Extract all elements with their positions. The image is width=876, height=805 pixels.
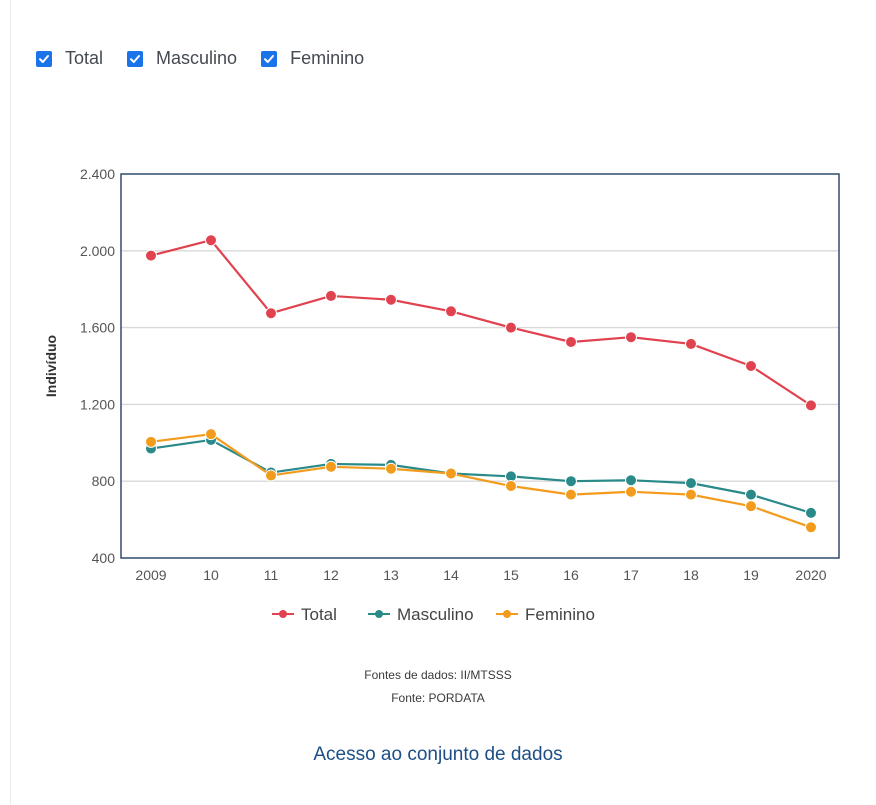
data-point (325, 460, 337, 473)
data-point (325, 289, 337, 302)
y-tick-label: 2.400 (80, 166, 115, 182)
data-sources-text: Fontes de dados: II/MTSSS (364, 668, 512, 682)
data-point (805, 399, 817, 412)
x-tick-label: 17 (623, 567, 639, 583)
data-point (145, 249, 157, 262)
y-axis-ticks: 400 800 1.200 1.600 2.000 2.400 (80, 166, 115, 566)
series-filter-bar: Total Masculino Feminino (36, 48, 388, 69)
data-point (685, 477, 697, 490)
x-tick-label: 2009 (135, 567, 166, 583)
source-text: Fonte: PORDATA (391, 691, 485, 705)
x-tick-label: 16 (563, 567, 579, 583)
data-point (385, 462, 397, 475)
x-tick-label: 19 (743, 567, 759, 583)
legend-marker (503, 610, 511, 618)
checkbox-checked-icon[interactable] (127, 50, 144, 67)
data-point (385, 293, 397, 306)
legend-marker (375, 610, 383, 618)
series-layer (145, 234, 817, 534)
y-tick-label: 1.600 (80, 320, 115, 336)
series-line-feminino (150, 433, 812, 529)
y-tick-label: 2.000 (80, 243, 115, 259)
data-point (145, 435, 157, 448)
data-point (745, 488, 757, 501)
line-chart: 400 800 1.200 1.600 2.000 2.400 2009 10 11 12 13 1… (43, 166, 840, 624)
data-point (205, 428, 217, 441)
x-tick-label: 11 (264, 567, 279, 583)
data-point (625, 331, 637, 344)
x-tick-label: 12 (323, 567, 339, 583)
x-tick-label: 13 (383, 567, 399, 583)
legend-label: Masculino (397, 605, 474, 624)
x-tick-label: 10 (203, 567, 219, 583)
data-point (565, 475, 577, 488)
data-point (505, 321, 517, 334)
data-point (445, 467, 457, 480)
y-tick-label: 400 (92, 550, 116, 566)
series-line-total (150, 239, 812, 407)
data-point (805, 521, 817, 534)
filter-feminino[interactable]: Feminino (261, 48, 364, 69)
x-axis-ticks: 2009 10 11 12 13 14 15 16 17 18 19 2020 (135, 567, 826, 583)
data-point (805, 506, 817, 519)
x-tick-label: 18 (683, 567, 699, 583)
data-point (565, 488, 577, 501)
legend-label: Total (301, 605, 337, 624)
legend-label: Feminino (525, 605, 595, 624)
filter-masculino[interactable]: Masculino (127, 48, 237, 69)
y-tick-label: 800 (92, 473, 116, 489)
data-point (265, 469, 277, 482)
legend-marker (279, 610, 287, 618)
gridlines (121, 250, 839, 482)
data-point (565, 336, 577, 348)
y-tick-label: 1.200 (80, 396, 115, 412)
y-axis-label: Indivíduo (43, 335, 59, 397)
filter-total[interactable]: Total (36, 48, 103, 69)
page-divider (10, 0, 11, 805)
data-point (745, 360, 757, 372)
filter-total-label: Total (65, 48, 104, 68)
x-tick-label: 15 (503, 567, 519, 583)
plot-area-frame (120, 173, 840, 559)
data-point (685, 488, 697, 501)
checkbox-checked-icon[interactable] (36, 50, 52, 67)
data-point (625, 474, 637, 487)
legend: Total Masculino Feminino (272, 605, 595, 624)
series-line-masculino (150, 438, 812, 514)
data-point (745, 500, 757, 513)
data-point (265, 307, 277, 320)
x-tick-label: 14 (443, 567, 459, 583)
x-tick-label: 2020 (795, 567, 826, 583)
filter-feminino-label: Feminino (290, 48, 365, 68)
data-point (445, 305, 457, 318)
filter-masculino-label: Masculino (156, 48, 238, 68)
dataset-access-link[interactable]: Acesso ao conjunto de dados (313, 744, 563, 765)
data-point (685, 337, 697, 350)
data-point (205, 234, 217, 247)
data-point (625, 485, 637, 498)
data-point (505, 480, 517, 492)
checkbox-checked-icon[interactable] (261, 50, 278, 67)
